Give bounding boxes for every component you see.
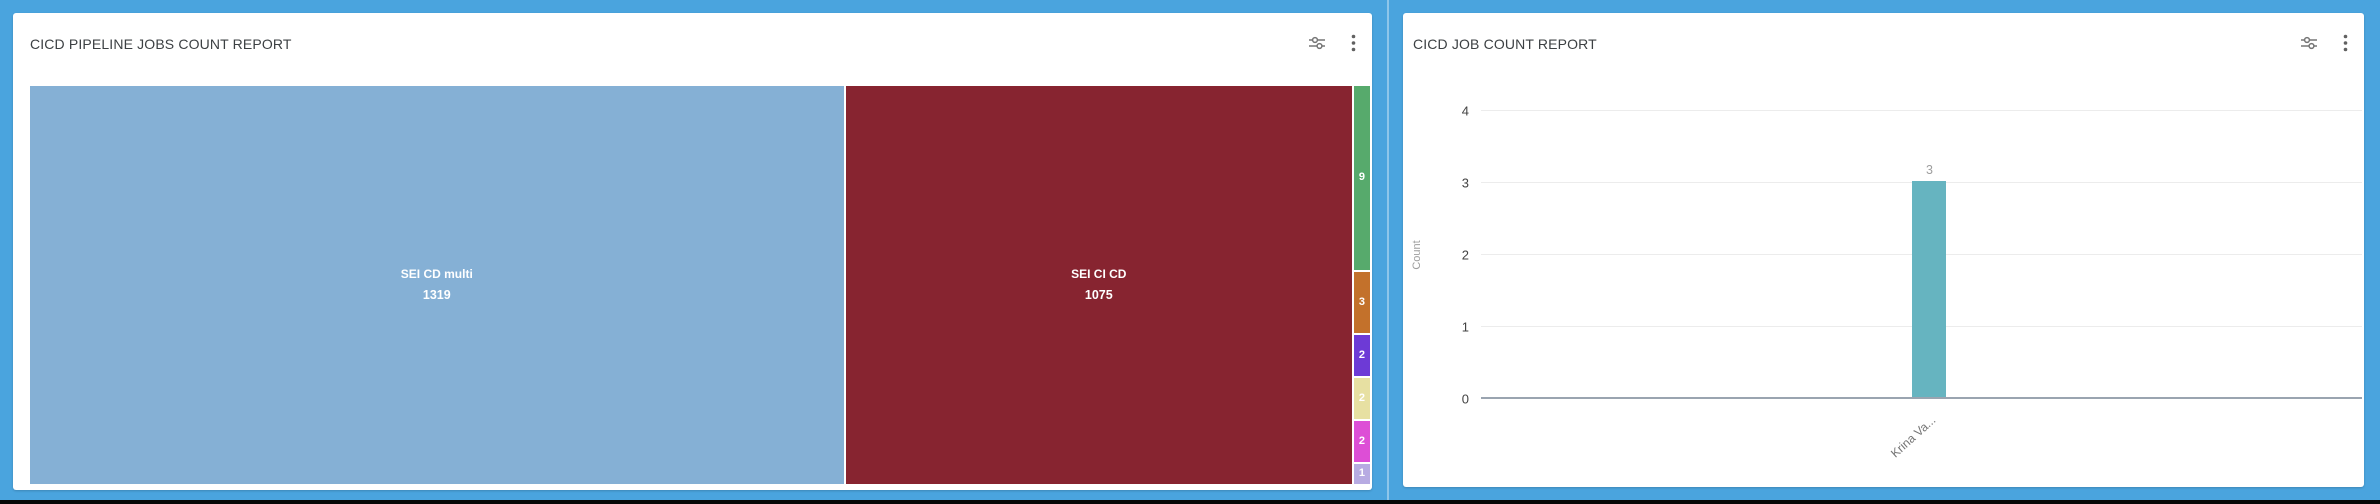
treemap-tile-value-3[interactable]: 3 (1353, 271, 1370, 334)
sliders-icon-glyph (1309, 36, 1325, 50)
left-panel-header: CICD PIPELINE JOBS COUNT REPORT (13, 13, 1372, 77)
bar-plot: 0 1 2 3 4 3 Krina Va... (1462, 104, 2362, 460)
bar-krina-va-[interactable] (1912, 181, 1947, 397)
left-panel-title: CICD PIPELINE JOBS COUNT REPORT (30, 36, 292, 52)
treemap-tile-value: 2 (1358, 348, 1366, 361)
cicd-job-count-report-panel: CICD JOB COUNT REPORT (1403, 13, 2364, 487)
y-tick-label: 3 (1461, 175, 1469, 191)
treemap-tile-value: 1319 (422, 288, 451, 302)
right-panel-title: CICD JOB COUNT REPORT (1413, 36, 1597, 52)
treemap-tile-sei-cd-multi[interactable]: SEI CD multi 1319 (30, 86, 844, 484)
filter-sliders-icon[interactable] (1307, 33, 1327, 53)
gridline (1481, 397, 2362, 399)
y-tick-label: 2 (1461, 247, 1469, 263)
panel-divider (1387, 0, 1389, 500)
kebab-menu-icon[interactable] (2343, 34, 2348, 52)
y-axis-title: Count (1411, 240, 1423, 270)
treemap-tile-label: SEI CD multi (400, 267, 473, 281)
treemap-tile-value: 2 (1358, 391, 1366, 404)
treemap-column: SEI CI CD 1075 (845, 86, 1352, 484)
treemap-tile-value-2[interactable]: 2 (1353, 420, 1370, 462)
sliders-icon-glyph (2301, 36, 2317, 50)
treemap: SEI CD multi 1319 SEI CI CD 1075 9 3 2 2 2 1 (30, 86, 1370, 485)
bottom-edge-bar (0, 500, 2380, 504)
treemap-tile-label: SEI CI CD (1071, 267, 1127, 281)
treemap-tile-value: 2 (1358, 434, 1366, 447)
gridline (1481, 110, 2362, 111)
bar-value-label: 3 (1925, 163, 1933, 177)
left-panel-actions (1307, 33, 1356, 53)
x-tick-label: Krina Va... (1888, 413, 1939, 461)
kebab-icon-glyph (1351, 34, 1356, 52)
right-panel-actions (2299, 33, 2348, 53)
treemap-tile-value: 3 (1358, 295, 1366, 308)
y-tick-label: 0 (1461, 391, 1469, 407)
kebab-icon-glyph (2343, 34, 2348, 52)
treemap-tile-value-2[interactable]: 2 (1353, 377, 1370, 419)
right-panel-header: CICD JOB COUNT REPORT (1403, 13, 2364, 77)
treemap-tile-value-2[interactable]: 2 (1353, 335, 1370, 376)
treemap-tile-value: 1 (1358, 467, 1366, 480)
kebab-menu-icon[interactable] (1351, 34, 1356, 52)
treemap-column: 9 3 2 2 2 1 (1353, 86, 1370, 485)
y-tick-label: 1 (1461, 319, 1469, 335)
treemap-tile-value-1[interactable]: 1 (1353, 463, 1370, 485)
filter-sliders-icon[interactable] (2299, 33, 2319, 53)
y-tick-label: 4 (1461, 103, 1469, 119)
cicd-pipeline-jobs-count-report-panel: CICD PIPELINE JOBS COUNT REPORT (13, 13, 1372, 490)
treemap-column: SEI CD multi 1319 (30, 86, 844, 484)
treemap-tile-value: 1075 (1084, 288, 1113, 302)
treemap-tile-value: 9 (1358, 171, 1366, 184)
treemap-tile-sei-ci-cd[interactable]: SEI CI CD 1075 (845, 86, 1352, 484)
treemap-tile-value-9[interactable]: 9 (1353, 86, 1370, 270)
